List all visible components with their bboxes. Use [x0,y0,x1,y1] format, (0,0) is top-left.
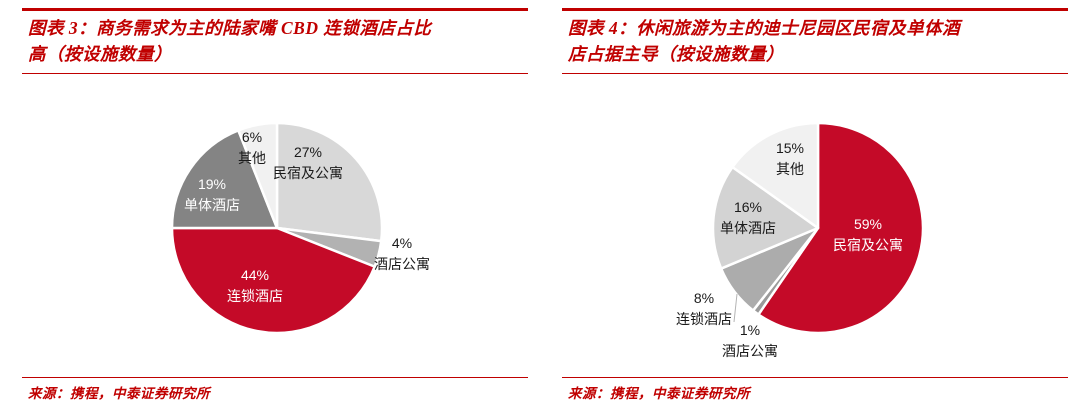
figure-panel-right: 图表 4：休闲旅游为主的迪士尼园区民宿及单体酒 店占据主导（按设施数量） 59%… [540,0,1080,402]
chart-area: 27% 民宿及公寓 4% 酒店公寓 44% 连锁酒店 19% 单体酒店 6% 其他 [0,74,540,377]
slice-label-0: 27% 民宿及公寓 [273,144,343,181]
slice-pct-label: 8% [694,290,714,306]
slice-pct-label: 59% [854,216,882,232]
source-note: 来源：携程，中泰证券研究所 [28,386,210,401]
source-block: 来源：携程，中泰证券研究所 [22,377,528,402]
slice-name-label: 其他 [238,150,266,166]
pie-slice-4 [237,121,279,230]
slice-label-3: 19% 单体酒店 [184,176,240,213]
slice-name-label: 民宿及公寓 [273,165,343,181]
slice-name-label: 单体酒店 [184,197,240,213]
pie-chart: 27% 民宿及公寓 4% 酒店公寓 44% 连锁酒店 19% 单体酒店 6% 其他 [170,121,430,335]
slice-pct-label: 19% [198,176,226,192]
slice-label-2: 44% 连锁酒店 [227,267,283,304]
leader-line [733,293,738,323]
pie-slice-2 [170,226,376,335]
slice-label-0: 59% 民宿及公寓 [833,216,903,253]
source-note: 来源：携程，中泰证券研究所 [568,386,750,401]
source-block: 来源：携程，中泰证券研究所 [562,377,1068,402]
slice-name-label: 酒店公寓 [374,256,430,272]
slice-label-1: 4% 酒店公寓 [374,235,430,272]
slice-name-label: 其他 [776,161,804,177]
slice-pct-label: 15% [776,140,804,156]
slice-pct-label: 6% [242,129,262,145]
slice-pct-label: 4% [392,235,412,251]
figure-title-block: 图表 3：商务需求为主的陆家嘴 CBD 连锁酒店占比 高（按设施数量） [22,8,528,74]
slice-label-2: 8% 连锁酒店 [676,290,732,327]
slice-pct-label: 44% [241,267,269,283]
slice-name-label: 民宿及公寓 [833,237,903,253]
pie-chart: 59% 民宿及公寓 1% 酒店公寓 8% 连锁酒店 16% 单体酒店 15% 其他 [676,121,925,359]
figure-panel-left: 图表 3：商务需求为主的陆家嘴 CBD 连锁酒店占比 高（按设施数量） 27% 民… [0,8,540,402]
slice-name-label: 酒店公寓 [722,343,778,359]
figure-title-block: 图表 4：休闲旅游为主的迪士尼园区民宿及单体酒 店占据主导（按设施数量） [562,8,1068,74]
slice-label-4: 6% 其他 [238,129,266,166]
slice-label-3: 16% 单体酒店 [720,199,776,236]
slice-name-label: 单体酒店 [720,220,776,236]
slice-pct-label: 16% [734,199,762,215]
slice-label-1: 1% 酒店公寓 [722,322,778,359]
figure-title: 图表 3：商务需求为主的陆家嘴 CBD 连锁酒店占比 高（按设施数量） [28,18,432,64]
pie-slice-3 [170,129,279,230]
slice-name-label: 连锁酒店 [676,311,732,327]
chart-area: 59% 民宿及公寓 1% 酒店公寓 8% 连锁酒店 16% 单体酒店 15% 其他 [540,74,1080,377]
slice-label-4: 15% 其他 [776,140,804,177]
slice-pct-label: 1% [740,322,760,338]
pie-slice-3 [711,165,820,270]
slice-pct-label: 27% [294,144,322,160]
pie-slice-0 [275,121,384,243]
figure-title: 图表 4：休闲旅游为主的迪士尼园区民宿及单体酒 店占据主导（按设施数量） [568,18,961,64]
pie-slice-4 [731,121,820,230]
pie-slice-0 [757,121,925,335]
slice-name-label: 连锁酒店 [227,288,283,304]
